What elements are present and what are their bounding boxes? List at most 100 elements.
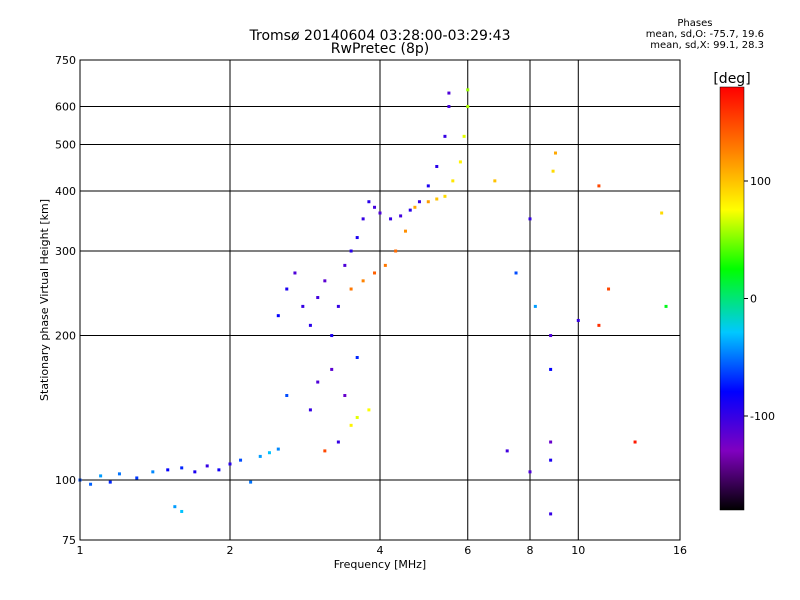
data-point (349, 423, 353, 427)
data-point (633, 440, 637, 444)
data-point (180, 509, 184, 513)
colorbar (719, 86, 745, 511)
data-point (549, 458, 553, 462)
data-point (258, 454, 262, 458)
data-point (276, 314, 280, 318)
data-point (505, 449, 509, 453)
data-point (285, 394, 289, 398)
data-point (373, 271, 377, 275)
data-point (528, 217, 532, 221)
data-point (394, 249, 398, 253)
data-point (466, 105, 470, 109)
data-point (193, 470, 197, 474)
x-axis-label: Frequency [MHz] (334, 558, 426, 571)
x-tick-label: 10 (571, 544, 585, 557)
data-point (367, 200, 371, 204)
data-point (660, 211, 664, 215)
data-point (553, 151, 557, 155)
data-point (285, 287, 289, 291)
data-point (549, 367, 553, 371)
data-point (355, 415, 359, 419)
data-point (443, 134, 447, 138)
data-point (117, 472, 121, 476)
phase-statistics: Phases mean, sd,O: -75.7, 19.6 mean, sd,… (646, 18, 764, 51)
data-point (301, 304, 305, 308)
data-point (551, 169, 555, 173)
data-point (166, 468, 170, 472)
data-point (330, 367, 334, 371)
data-point (336, 304, 340, 308)
data-point (89, 482, 93, 486)
data-point (597, 323, 601, 327)
data-point (173, 505, 177, 509)
phase-stats-o-mode: mean, sd,O: -75.7, 19.6 (645, 29, 764, 40)
phase-stats-header: Phases (677, 18, 713, 29)
data-point (239, 458, 243, 462)
data-point (151, 470, 155, 474)
x-tick-label: 4 (377, 544, 384, 557)
data-point (336, 440, 340, 444)
x-tick-labels: 1 2 4 6 8 10 16 (77, 544, 688, 557)
data-point (607, 287, 611, 291)
data-point (228, 462, 232, 466)
data-point (217, 468, 221, 472)
grid-lines (80, 60, 680, 540)
data-point (399, 214, 403, 218)
x-tick-label: 6 (464, 544, 471, 557)
x-tick-label: 8 (527, 544, 534, 557)
data-point (108, 480, 112, 484)
data-point (349, 287, 353, 291)
phase-stats-x-mode: mean, sd,X: 99.1, 28.3 (650, 40, 764, 51)
data-point (435, 164, 439, 168)
data-points (78, 88, 668, 516)
data-point (664, 304, 668, 308)
data-point (451, 179, 455, 183)
data-point (367, 408, 371, 412)
data-point (267, 451, 271, 455)
data-point (447, 105, 451, 109)
plot-frame (79, 59, 681, 541)
y-tick-label: 750 (55, 54, 76, 67)
data-point (293, 271, 297, 275)
colorbar-tick-label: 0 (750, 293, 757, 306)
y-axis-label: Stationary phase Virtual Height [km] (38, 199, 51, 401)
data-point (349, 249, 353, 253)
data-point (549, 512, 553, 516)
data-point (323, 279, 327, 283)
data-point (316, 380, 320, 384)
data-point (549, 440, 553, 444)
y-tick-label: 200 (55, 330, 76, 343)
data-point (383, 263, 387, 267)
data-point (343, 394, 347, 398)
data-point (249, 480, 253, 484)
y-tick-label: 100 (55, 474, 76, 487)
data-point (389, 217, 393, 221)
data-point (361, 217, 365, 221)
chart-title: Tromsø 20140604 03:28:00-03:29:43 (249, 28, 511, 44)
data-point (308, 408, 312, 412)
x-tick-label: 16 (673, 544, 687, 557)
data-point (528, 470, 532, 474)
data-point (316, 296, 320, 300)
chart-subtitle: RwPretec (8p) (331, 41, 429, 57)
data-point (493, 179, 497, 183)
data-point (435, 197, 439, 201)
data-point (413, 205, 417, 209)
y-tick-label: 600 (55, 101, 76, 114)
data-point (308, 323, 312, 327)
data-point (514, 271, 518, 275)
data-point (355, 236, 359, 240)
data-point (533, 304, 537, 308)
data-point (361, 279, 365, 283)
data-point (576, 318, 580, 322)
data-point (343, 263, 347, 267)
data-point (466, 88, 470, 92)
data-point (597, 184, 601, 188)
data-point (549, 334, 553, 338)
data-point (99, 474, 103, 478)
data-point (403, 229, 407, 233)
data-point (373, 205, 377, 209)
x-tick-label: 1 (77, 544, 84, 557)
data-point (323, 449, 327, 453)
